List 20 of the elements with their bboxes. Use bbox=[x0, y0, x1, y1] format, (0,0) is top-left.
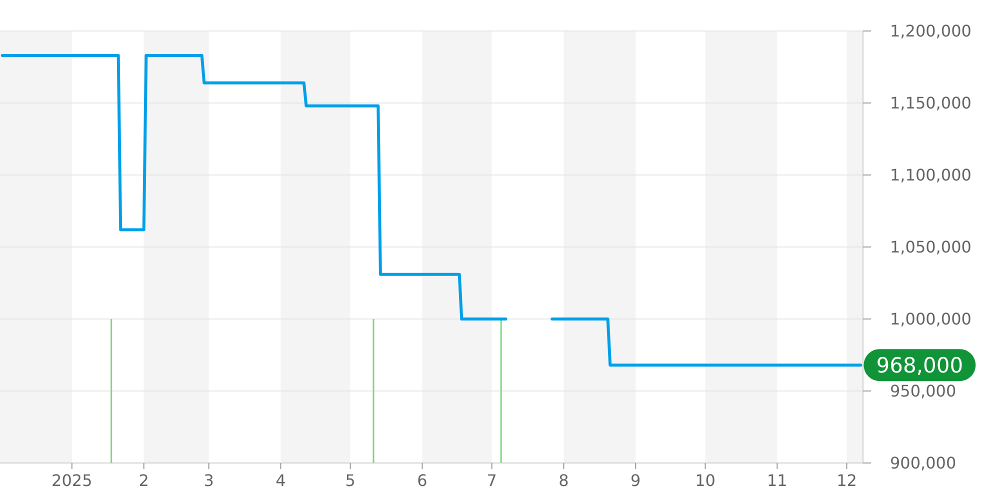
y-tick-label: 1,050,000 bbox=[890, 238, 972, 257]
x-tick-label: 9 bbox=[630, 471, 641, 490]
x-tick-label: 7 bbox=[486, 471, 497, 490]
x-tick-label: 3 bbox=[204, 471, 214, 490]
y-tick-label: 950,000 bbox=[890, 382, 956, 401]
y-tick-label: 1,100,000 bbox=[890, 166, 972, 185]
x-tick-label: 6 bbox=[417, 471, 428, 490]
y-tick-label: 1,150,000 bbox=[890, 94, 972, 113]
x-tick-label: 5 bbox=[345, 471, 356, 490]
x-tick-label: 2 bbox=[138, 471, 149, 490]
y-tick-label: 900,000 bbox=[890, 454, 956, 473]
x-tick-label: 11 bbox=[766, 471, 788, 490]
y-tick-label: 1,200,000 bbox=[890, 22, 972, 41]
x-tick-label: 10 bbox=[695, 471, 716, 490]
x-tick-label: 2025 bbox=[52, 471, 92, 490]
x-tick-label: 4 bbox=[276, 471, 286, 490]
y-tick-label: 1,000,000 bbox=[890, 310, 972, 329]
x-tick-label: 12 bbox=[836, 471, 857, 490]
annotation: 968,000 bbox=[876, 354, 964, 378]
x-tick-label: 8 bbox=[558, 471, 569, 490]
